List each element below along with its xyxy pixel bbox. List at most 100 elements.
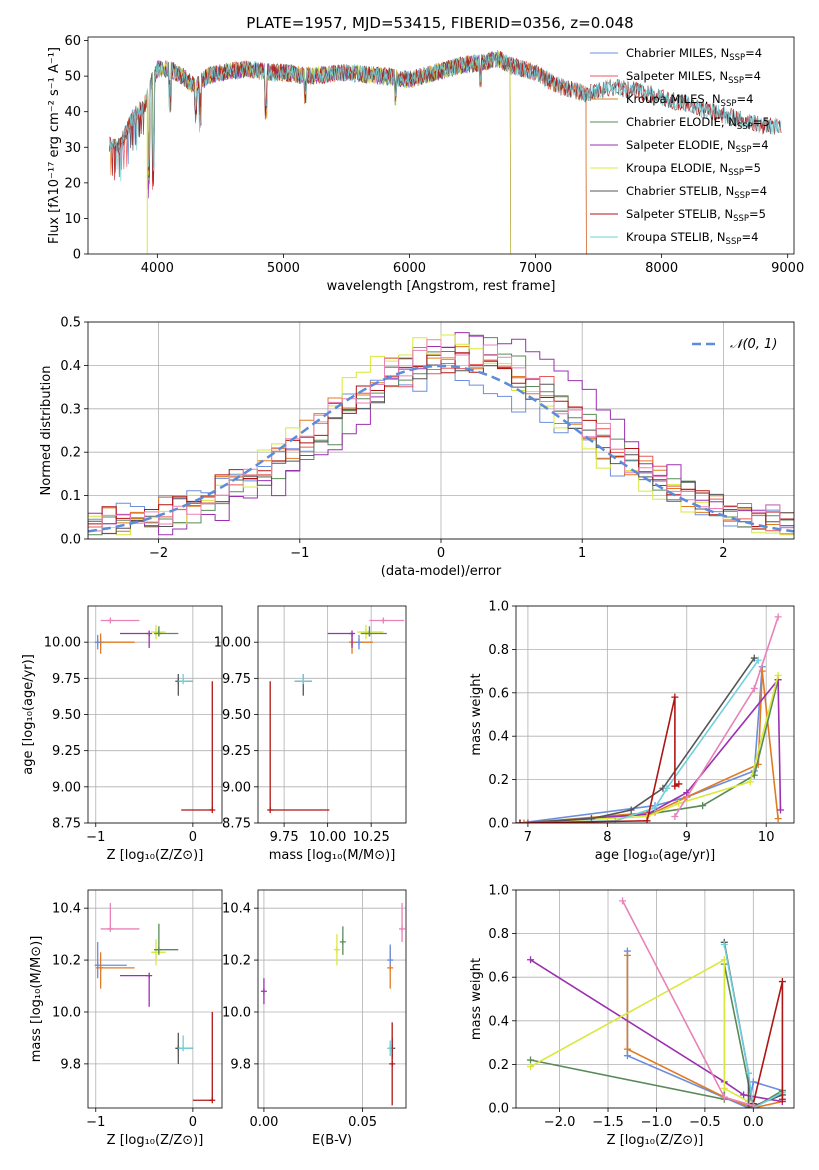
y-tick-label: 0.8 [488, 643, 509, 658]
y-tick-label: 10.4 [52, 902, 81, 917]
weight-series-line [530, 958, 754, 1108]
weight-point-marker [778, 1095, 786, 1103]
weight-point-marker [643, 817, 651, 823]
x-axis-label: mass [log₁₀(M/M⊙)] [269, 848, 396, 863]
legend-label: Kroupa STELIB, NSSP=4 [626, 230, 758, 247]
weight-point-marker [524, 819, 532, 823]
y-tick-label: 0.0 [488, 1102, 509, 1117]
x-tick-label: 0.05 [348, 1115, 377, 1130]
y-tick-label: 10 [64, 212, 81, 227]
legend-label: Chabrier STELIB, NSSP=4 [626, 184, 767, 201]
y-tick-label: 9.75 [52, 672, 81, 687]
data-point-marker [155, 946, 162, 953]
y-tick-label: 20 [64, 176, 81, 191]
y-tick-label: 10.0 [52, 1005, 81, 1020]
axes-frame [515, 889, 795, 1109]
y-tick-label: 9.00 [222, 780, 251, 795]
data-point-marker [366, 630, 373, 637]
x-tick-label: 7 [524, 830, 532, 845]
x-tick-label: −0.5 [689, 1115, 721, 1130]
axes-frame [87, 889, 223, 1109]
histogram-series [88, 339, 794, 539]
x-tick-label: −2 [149, 546, 168, 561]
x-tick-label: 5000 [267, 261, 300, 276]
weight-point-marker [699, 802, 707, 810]
spectrum-series-line [144, 50, 512, 254]
legend-suffix: =4 [741, 230, 758, 244]
x-axis-label: age [log₁₀(age/yr)] [595, 848, 716, 863]
weight-point-marker [740, 1091, 748, 1099]
weight-point-marker [744, 1069, 752, 1077]
weight-point-marker [754, 656, 762, 664]
x-tick-label: 0 [189, 830, 197, 845]
y-tick-label: 8.75 [52, 817, 81, 832]
plot-area [109, 50, 782, 254]
y-tick-label: 9.8 [60, 1057, 81, 1072]
x-axis-label: E(B-V) [312, 1133, 352, 1148]
x-axis-label: Z [log₁₀(Z/Z⊙)] [107, 1133, 204, 1148]
y-tick-label: 40 [64, 105, 81, 120]
weight-point-marker [776, 806, 784, 814]
axes-frame [515, 605, 795, 824]
plot-area [516, 613, 784, 823]
plot-area [260, 902, 406, 1106]
legend-label: Chabrier ELODIE, NSSP=5 [626, 115, 770, 132]
y-tick-label: 0.2 [488, 773, 509, 788]
data-point-marker [267, 806, 274, 813]
y-tick-label: 60 [64, 34, 81, 49]
y-tick-label: 0.0 [488, 817, 509, 832]
y-tick-label: 0.1 [60, 489, 81, 504]
weight-series-line [519, 659, 759, 823]
legend-suffix: =4 [750, 184, 767, 198]
weight-point-marker [627, 806, 635, 814]
y-tick-label: 0.4 [488, 1014, 509, 1029]
weight-point-marker [651, 804, 659, 812]
weight-vs-metallicity-chart: −2.0 −1.5 −1.0 −0.5 0.0 0.0 0.2 0.4 0.6 0.8 1.0 Z [… [469, 884, 795, 1148]
weight-point-marker [746, 778, 754, 786]
x-tick-label: −1.5 [592, 1115, 624, 1130]
weight-point-marker [675, 799, 683, 807]
y-tick-label: 9.50 [52, 708, 81, 723]
data-point-marker [152, 629, 159, 636]
y-tick-label: 10.2 [222, 954, 251, 969]
legend-suffix: =4 [745, 46, 762, 60]
weight-point-marker [744, 1104, 752, 1108]
legend-label: Salpeter MILES, NSSP=4 [626, 69, 761, 86]
y-tick-label: 10.4 [222, 902, 251, 917]
y-tick-label: 0.2 [488, 1058, 509, 1073]
y-tick-label: 0 [73, 248, 81, 263]
data-point-marker [146, 630, 153, 637]
spectrum-legend: Chabrier MILES, NSSP=4 Salpeter MILES, NS… [590, 46, 770, 247]
x-tick-label: 0 [189, 1115, 197, 1130]
x-tick-label: 2 [719, 546, 727, 561]
weight-series-line [530, 959, 783, 1103]
data-point-marker [333, 946, 340, 953]
grid [88, 606, 222, 824]
y-tick-label: 9.50 [222, 708, 251, 723]
y-axis-label: mass weight [469, 673, 484, 755]
data-point-marker [349, 630, 356, 637]
legend-suffix: =5 [749, 207, 766, 221]
x-axis-label: wavelength [Angstrom, rest frame] [327, 279, 556, 294]
weight-series-line [723, 944, 783, 1108]
age-vs-mass-chart: 9.75 10.00 10.25 8.75 9.00 9.25 9.50 9.75 10.00 m… [214, 605, 407, 863]
weight-point-marker [623, 1045, 631, 1053]
plot-area [94, 902, 216, 1104]
y-tick-label: 0.3 [60, 402, 81, 417]
x-axis-label: (data-model)/error [381, 564, 502, 579]
plot-area [527, 897, 786, 1108]
y-tick-label: 10.2 [52, 954, 81, 969]
data-point-marker [107, 617, 114, 624]
y-tick-label: 0.6 [488, 686, 509, 701]
y-tick-label: 0.6 [488, 971, 509, 986]
axes-frame [257, 889, 407, 1109]
x-tick-label: 8000 [645, 261, 678, 276]
legend-subscript: SSP [728, 168, 744, 178]
y-tick-label: 1.0 [488, 884, 509, 899]
y-tick-label: 1.0 [488, 600, 509, 615]
y-tick-label: 0.4 [488, 730, 509, 745]
legend-label: Chabrier MILES, NSSP=4 [626, 46, 762, 63]
data-point-marker [209, 1097, 216, 1104]
x-tick-label: 4000 [141, 261, 174, 276]
data-point-marker [209, 806, 216, 813]
